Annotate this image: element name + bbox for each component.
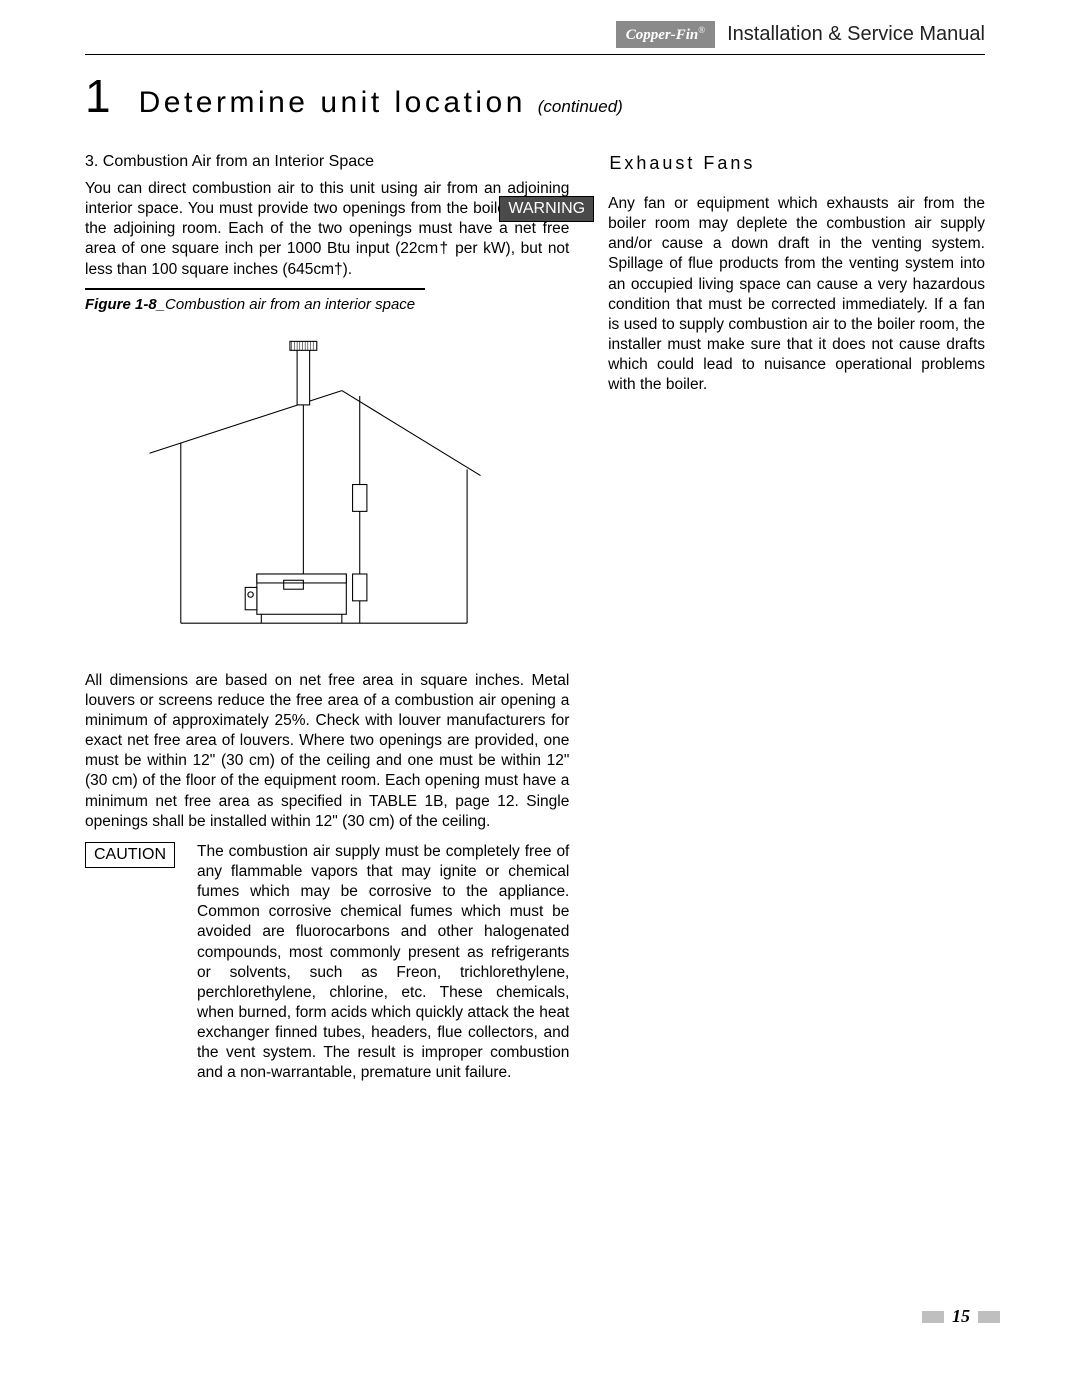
page: Copper-Fin® Installation & Service Manua… — [0, 0, 1080, 1397]
header-bar: Copper-Fin® Installation & Service Manua… — [85, 20, 985, 50]
caution-text: The combustion air supply must be comple… — [197, 842, 569, 1084]
left-p2: All dimensions are based on net free are… — [85, 671, 569, 832]
warning-text: Any fan or equipment which exhausts air … — [608, 194, 985, 395]
figure-rule — [85, 288, 425, 290]
caution-label: CAUTION — [85, 842, 175, 868]
manual-title: Installation & Service Manual — [727, 23, 985, 46]
house-diagram-svg — [145, 319, 485, 659]
figure-diagram — [145, 319, 485, 659]
brand-box: Copper-Fin® — [616, 21, 715, 48]
warning-block: WARNING Any fan or equipment which exhau… — [609, 194, 985, 395]
brand-text: Copper-Fin — [626, 27, 699, 43]
columns: 3. Combustion Air from an Interior Space… — [85, 153, 985, 1084]
caution-block: CAUTION The combustion air supply must b… — [85, 842, 569, 1084]
header-right: Copper-Fin® Installation & Service Manua… — [616, 20, 985, 48]
left-column: 3. Combustion Air from an Interior Space… — [85, 153, 569, 1084]
figure-caption: Figure 1-8_Combustion air from an interi… — [85, 296, 569, 313]
section-continued: (continued) — [538, 97, 623, 116]
page-deco-right — [978, 1311, 1000, 1323]
section-number: 1 — [85, 69, 111, 123]
figure-label: Figure 1-8 — [85, 296, 157, 313]
page-number: 15 — [952, 1306, 970, 1327]
header-rule — [85, 54, 985, 55]
page-deco-left — [922, 1311, 944, 1323]
exhaust-heading: Exhaust Fans — [609, 153, 985, 174]
section-title: 1 Determine unit location (continued) — [85, 69, 985, 123]
figure-caption-text: _Combustion air from an interior space — [157, 296, 415, 313]
right-column: Exhaust Fans WARNING Any fan or equipmen… — [609, 153, 985, 1084]
warning-label: WARNING — [499, 196, 594, 222]
section-text: Determine unit location (continued) — [139, 86, 623, 120]
brand-reg: ® — [698, 25, 705, 35]
left-p1: You can direct combustion air to this un… — [85, 179, 569, 280]
sub3-heading: 3. Combustion Air from an Interior Space — [85, 153, 569, 171]
page-number-wrap: 15 — [922, 1306, 1000, 1327]
